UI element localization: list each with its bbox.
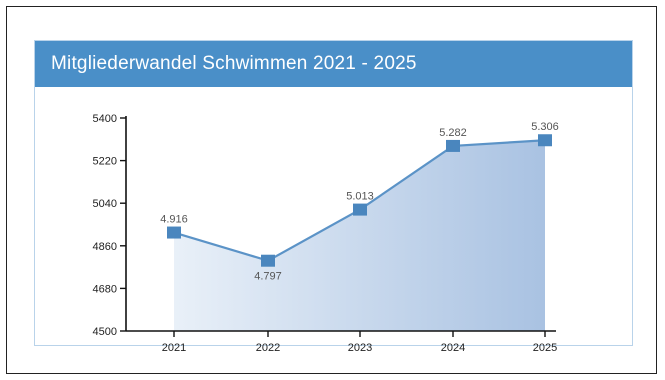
data-label: 4.916 bbox=[160, 214, 188, 226]
data-label: 5.013 bbox=[346, 191, 374, 203]
x-tick-label: 2024 bbox=[441, 342, 465, 354]
data-label: 5.282 bbox=[439, 127, 467, 139]
y-tick-label: 4680 bbox=[93, 283, 117, 295]
data-label: 4.797 bbox=[254, 271, 282, 283]
y-tick-label: 5040 bbox=[93, 198, 117, 210]
y-tick-label: 5400 bbox=[93, 113, 117, 125]
data-point bbox=[261, 254, 275, 267]
y-tick-label: 4860 bbox=[93, 241, 117, 253]
area-fill bbox=[174, 140, 545, 331]
x-tick-label: 2022 bbox=[256, 342, 280, 354]
x-tick-label: 2021 bbox=[162, 342, 186, 354]
data-label: 5.306 bbox=[531, 121, 559, 133]
x-tick-label: 2025 bbox=[533, 342, 557, 354]
data-point bbox=[446, 139, 460, 152]
data-point bbox=[353, 203, 367, 216]
data-point bbox=[167, 226, 181, 239]
data-point bbox=[538, 134, 552, 147]
chart-title: Mitgliederwandel Schwimmen 2021 - 2025 bbox=[35, 41, 632, 87]
y-tick-label: 4500 bbox=[93, 326, 117, 338]
y-tick-label: 5220 bbox=[93, 156, 117, 168]
x-tick-label: 2023 bbox=[348, 342, 372, 354]
